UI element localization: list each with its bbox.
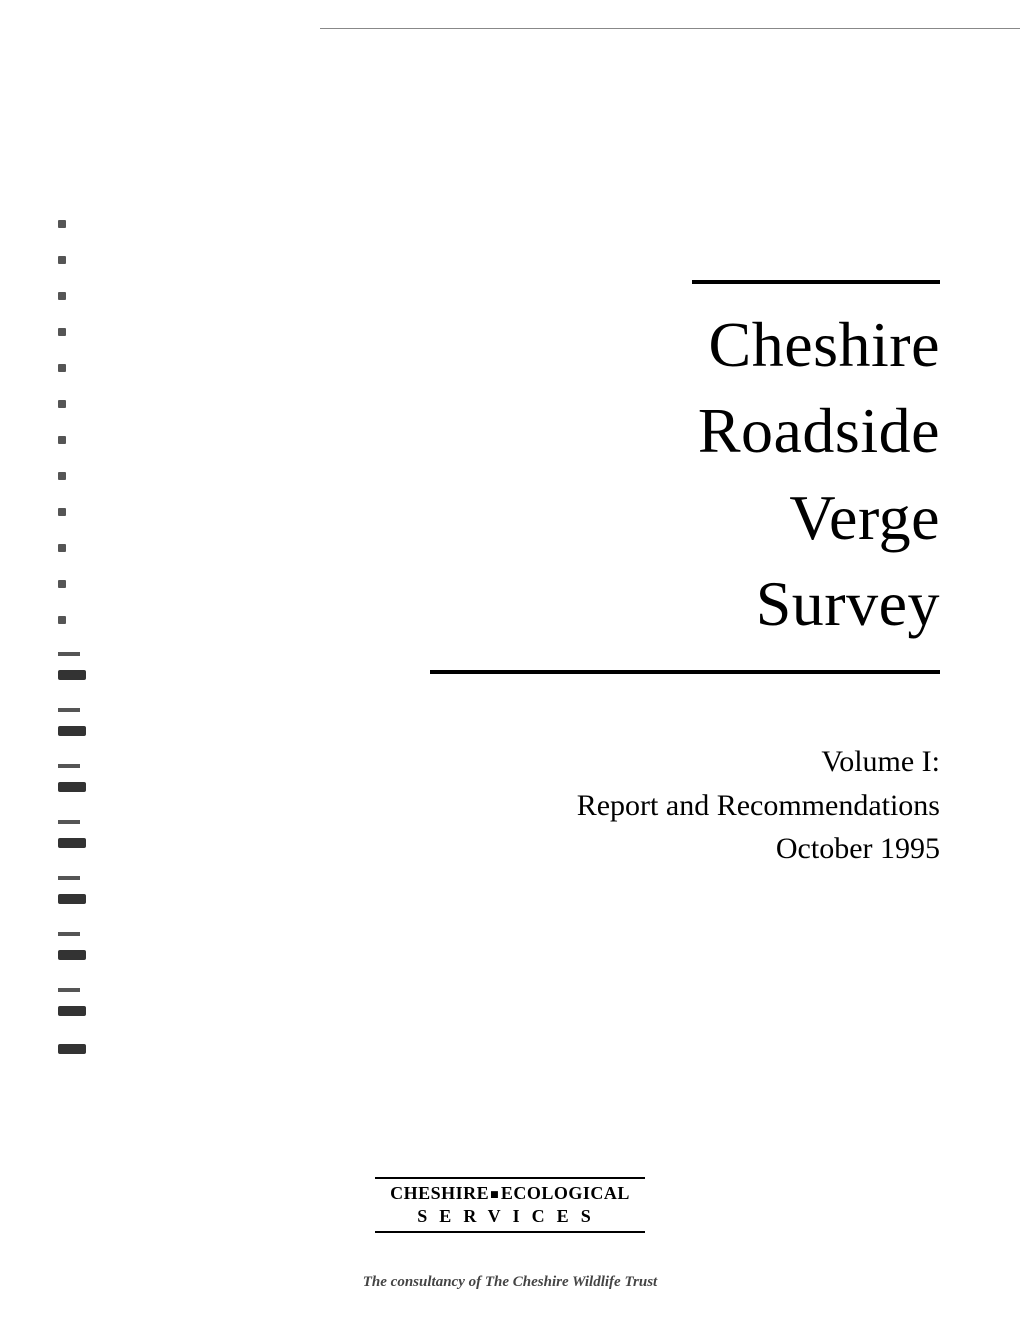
subtitle-volume: Volume I: [577, 740, 940, 784]
org-name-pre: CHESHIRE [390, 1183, 489, 1203]
footer-tagline: The consultancy of The Cheshire Wildlife… [363, 1274, 657, 1291]
org-rule-top [375, 1177, 645, 1179]
spiral-binding-marks [58, 220, 98, 1280]
organisation-block: CHESHIRE◆ECOLOGICAL SERVICES [375, 1177, 645, 1233]
org-name-line2: SERVICES [375, 1206, 645, 1227]
title-line-1: Cheshire [430, 302, 940, 388]
title-rule-top [692, 280, 940, 284]
title-line-2: Roadside [430, 388, 940, 474]
subtitle-block: Volume I: Report and Recommendations Oct… [577, 740, 940, 871]
subtitle-description: Report and Recommendations [577, 784, 940, 828]
title-line-4: Survey [430, 561, 940, 647]
org-name-post: ECOLOGICAL [501, 1183, 630, 1203]
subtitle-date: October 1995 [577, 827, 940, 871]
org-rule-bottom [375, 1231, 645, 1233]
page-top-rule [320, 28, 1020, 29]
title-rule-bottom [430, 670, 940, 674]
title-block: Cheshire Roadside Verge Survey [430, 280, 940, 674]
title-line-3: Verge [430, 475, 940, 561]
org-name-line1: CHESHIRE◆ECOLOGICAL [375, 1183, 645, 1204]
